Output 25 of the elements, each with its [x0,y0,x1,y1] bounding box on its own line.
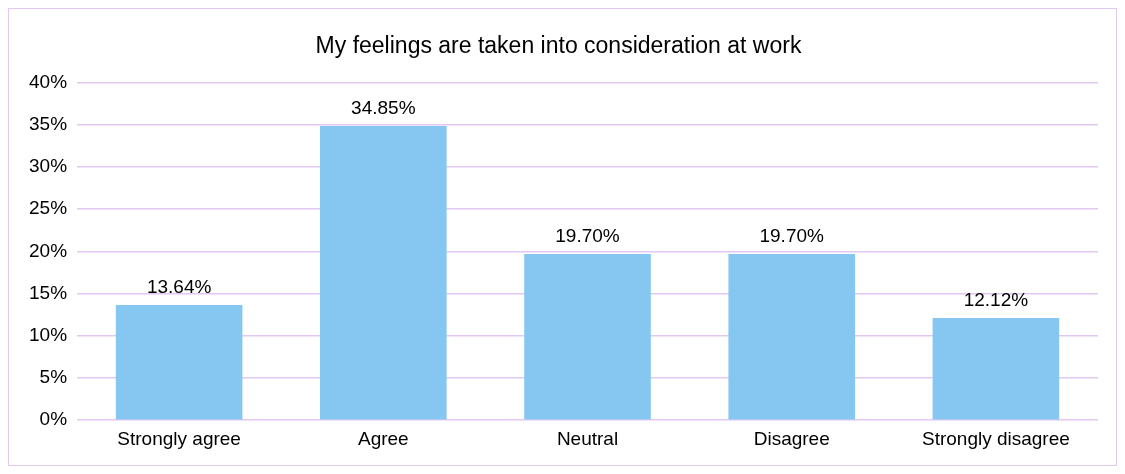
bar [524,253,651,420]
y-tick-label: 40% [29,70,68,92]
x-tick-label: Agree [357,427,409,449]
y-tick-label: 15% [29,281,68,303]
data-label: 34.85% [351,96,416,118]
chart-title: My feelings are taken into consideration at work [315,32,802,59]
data-label: 19.70% [555,224,620,246]
y-tick-label: 0% [39,408,68,430]
x-tick-label: Disagree [753,427,830,449]
bar [932,317,1060,420]
bar [728,253,856,420]
data-label: 13.64% [146,275,212,297]
bar [320,126,447,420]
data-label: 12.12% [963,288,1029,310]
y-tick-label: 25% [29,197,68,219]
x-tick-label: Strongly disagree [921,427,1070,449]
y-tick-label: 10% [29,324,68,346]
data-label: 19.70% [759,224,825,246]
y-tick-label: 30% [29,155,68,177]
y-tick-label: 5% [39,366,68,388]
bar [115,305,243,420]
x-tick-label: Strongly agree [117,427,241,449]
y-tick-label: 20% [29,239,68,261]
x-tick-label: Neutral [556,427,619,449]
y-tick-label: 35% [29,113,68,135]
